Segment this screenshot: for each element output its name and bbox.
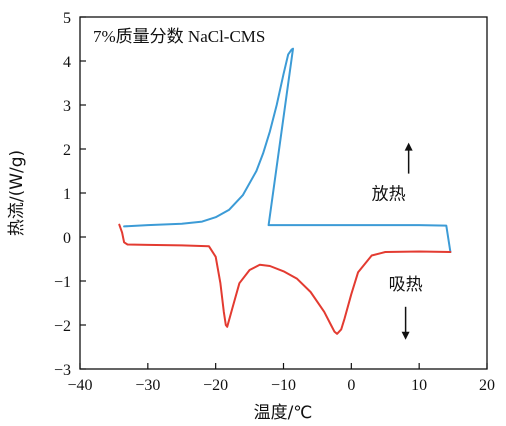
x-tick-label: −40 [67, 377, 92, 394]
series-line-1 [123, 47, 452, 253]
x-tick-label: 0 [347, 377, 355, 394]
y-tick-label: 0 [63, 230, 71, 247]
chart-title: 7%质量分数 NaCl-CMS [93, 27, 265, 46]
y-axis-title: 热流/(W/g) [7, 150, 27, 236]
x-tick-label: 20 [479, 377, 495, 394]
annotation-2: 吸热 [389, 275, 423, 340]
y-tick-label: 5 [63, 10, 71, 27]
y-tick-label: −1 [54, 274, 71, 291]
y-tick-label: 4 [63, 54, 71, 71]
annotation-1: 放热 [372, 142, 413, 205]
y-tick-label: 2 [63, 142, 71, 159]
x-tick-label: −30 [135, 377, 160, 394]
arrow-up-head-icon [404, 142, 413, 151]
annotation-label: 吸热 [389, 275, 423, 295]
series-layer [118, 47, 452, 335]
y-tick-label: −2 [54, 318, 71, 335]
x-tick-label: −20 [203, 377, 228, 394]
y-tick-label: 1 [63, 186, 71, 203]
y-tick-label: 3 [63, 98, 71, 115]
x-tick-label: 10 [411, 377, 427, 394]
x-tick-label: −10 [271, 377, 296, 394]
plot-frame [79, 16, 488, 370]
series-line-2 [118, 223, 452, 335]
arrow-down-head-icon [401, 331, 410, 340]
y-tick-label: −3 [54, 362, 71, 379]
annotation-label: 放热 [372, 185, 406, 205]
x-axis-title: 温度/℃ [254, 403, 313, 423]
